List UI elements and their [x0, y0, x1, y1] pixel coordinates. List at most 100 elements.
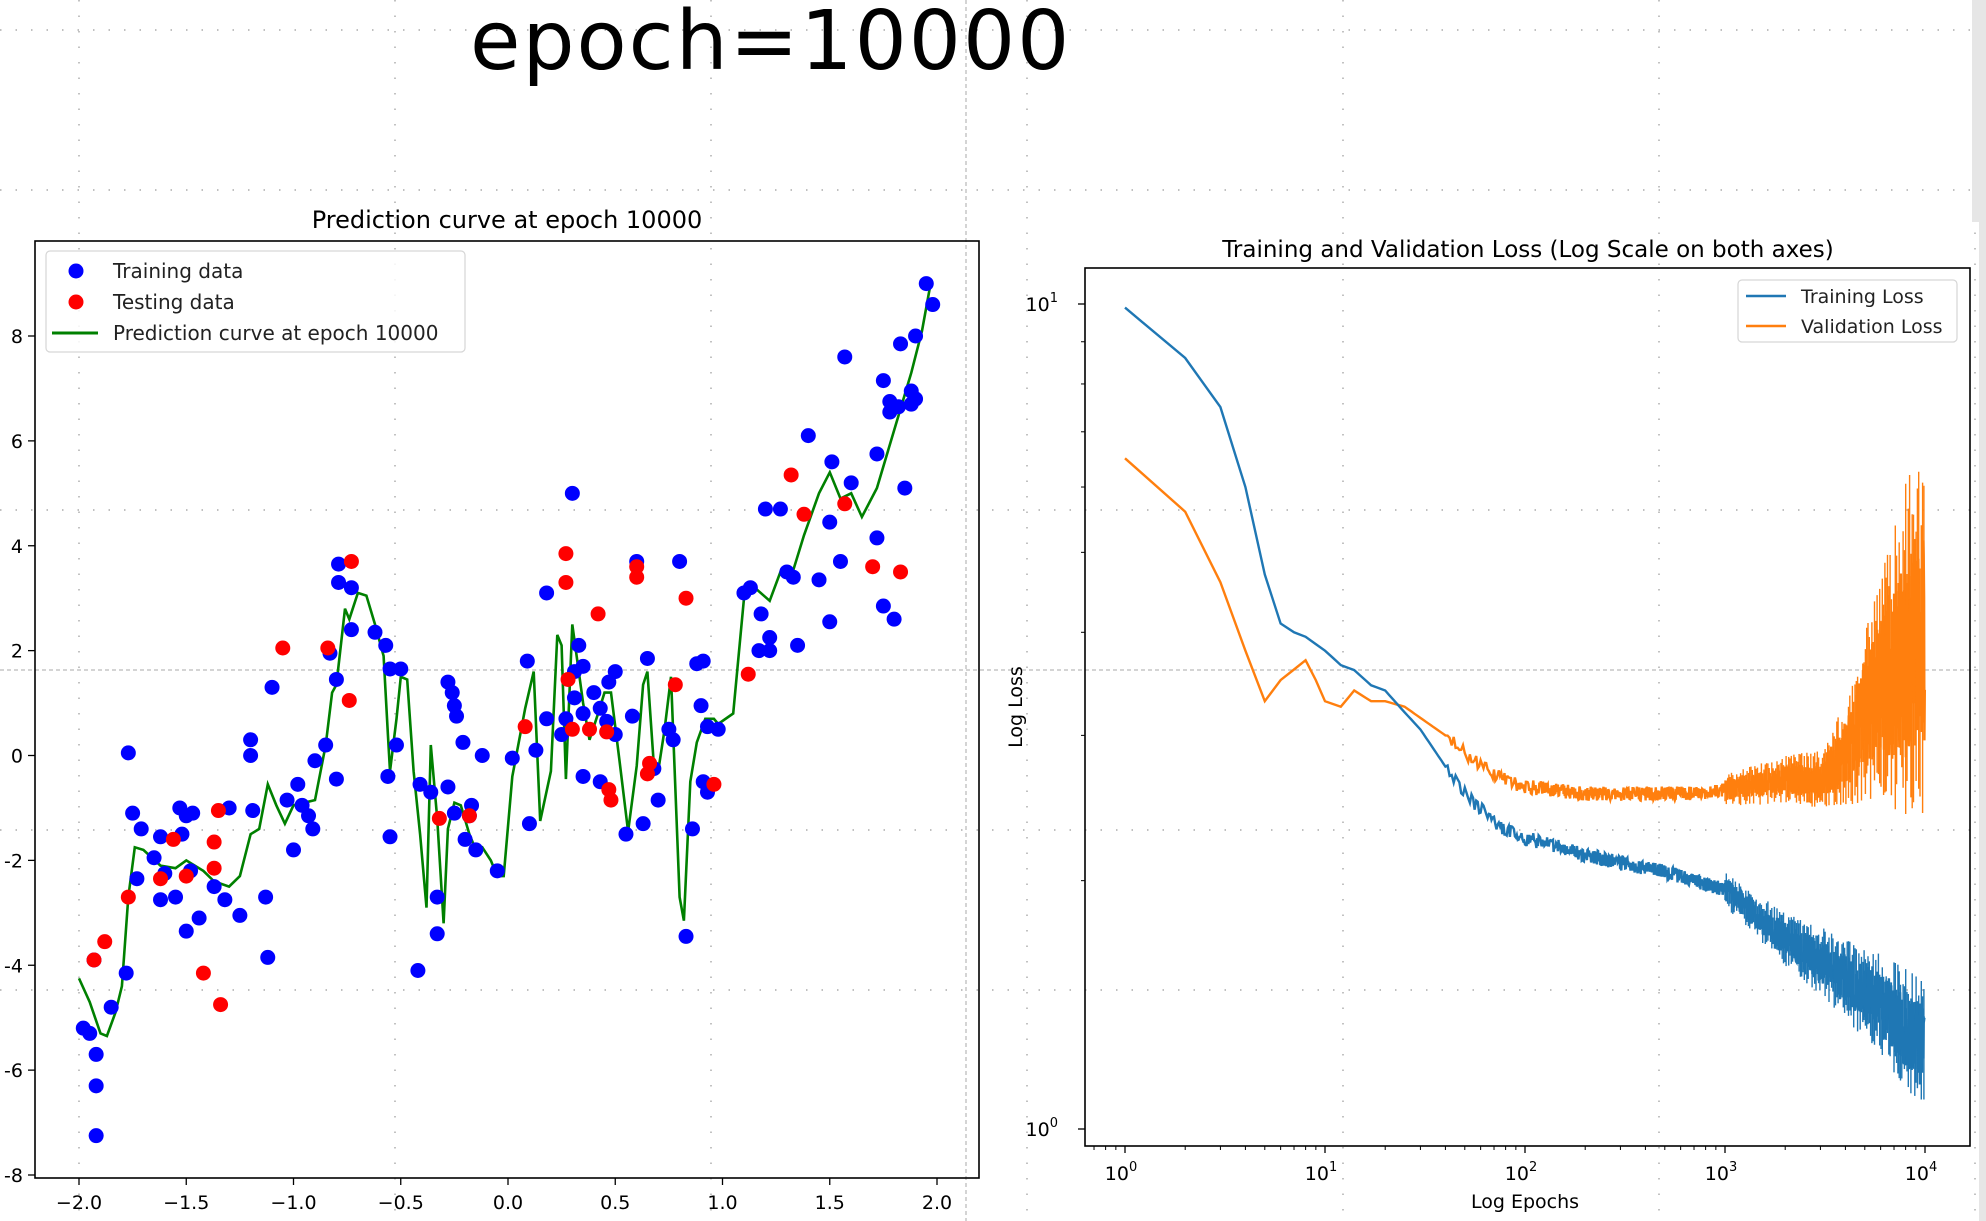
- testing-point: [599, 724, 615, 740]
- training-point: [133, 821, 149, 837]
- training-point: [178, 923, 194, 939]
- training-point: [693, 698, 709, 714]
- prediction-chart-title: Prediction curve at epoch 10000: [312, 206, 703, 234]
- training-point: [307, 753, 323, 769]
- y-tick-label: 6: [11, 431, 23, 453]
- testing-point: [558, 546, 574, 562]
- training-point: [869, 446, 885, 462]
- training-point: [328, 671, 344, 687]
- testing-point: [210, 803, 226, 819]
- training-point: [393, 661, 409, 677]
- training-point: [331, 574, 347, 590]
- training-point: [785, 569, 801, 585]
- prediction-y-ticks: 8 6 4 2 0 -2 -4 -6 -8: [4, 326, 35, 1187]
- training-point: [168, 889, 184, 905]
- scrollbar-track-lower[interactable]: [1979, 222, 1986, 1221]
- testing-point: [206, 834, 222, 850]
- training-point: [678, 928, 694, 944]
- training-point: [843, 475, 859, 491]
- training-point: [429, 926, 445, 942]
- training-point: [586, 685, 602, 701]
- training-point: [367, 624, 383, 640]
- training-point: [539, 711, 555, 727]
- testing-point: [783, 467, 799, 483]
- testing-point: [341, 692, 357, 708]
- legend-testing-label: Testing data: [112, 290, 235, 314]
- training-point: [832, 553, 848, 569]
- training-point: [566, 690, 582, 706]
- testing-point: [667, 677, 683, 693]
- prediction-plot-area: [34, 240, 980, 1179]
- training-point: [474, 748, 490, 763]
- testing-point: [590, 606, 606, 622]
- testing-point: [97, 934, 113, 950]
- training-point: [762, 630, 778, 646]
- training-point: [446, 805, 462, 821]
- training-point: [286, 842, 301, 858]
- training-point: [103, 999, 119, 1015]
- training-point: [343, 580, 359, 596]
- training-point: [665, 732, 681, 748]
- prediction-legend: Training data Testing data Prediction cu…: [45, 250, 466, 353]
- training-point: [388, 737, 404, 753]
- training-point: [903, 396, 919, 412]
- validation-loss-line: [1124, 457, 1927, 805]
- training-point: [822, 614, 838, 630]
- training-point: [519, 653, 535, 669]
- testing-point: [629, 569, 645, 585]
- y-tick-label: -8: [4, 1165, 23, 1187]
- training-point: [772, 501, 788, 517]
- y-tick-label: 0: [11, 746, 23, 768]
- loss-legend: Training Loss Validation Loss: [1737, 279, 1958, 343]
- training-point: [575, 706, 591, 722]
- y-tick-label: 4: [11, 536, 23, 558]
- training-point: [908, 328, 924, 344]
- x-tick-label: −0.5: [378, 1192, 424, 1214]
- training-point: [382, 829, 398, 845]
- training-point: [318, 737, 334, 753]
- scrollbar-track[interactable]: [1972, 0, 1986, 222]
- y-tick-label: -2: [4, 850, 23, 872]
- testing-point: [603, 792, 619, 808]
- training-point: [423, 784, 439, 800]
- training-point: [412, 776, 428, 792]
- testing-point: [865, 559, 881, 575]
- x-tick-label: 102: [1505, 1160, 1537, 1185]
- training-point: [468, 842, 484, 858]
- training-point: [153, 829, 169, 845]
- training-point: [301, 808, 317, 824]
- x-tick-label: −2.0: [56, 1192, 102, 1214]
- epoch-title: epoch=10000: [470, 0, 1072, 89]
- training-point: [599, 713, 615, 729]
- training-point: [822, 514, 838, 530]
- training-point: [564, 485, 580, 501]
- training-point: [243, 732, 259, 748]
- training-point: [380, 768, 396, 784]
- testing-point: [165, 831, 181, 847]
- legend-training-loss-label: Training Loss: [1800, 286, 1924, 308]
- training-point: [88, 1128, 104, 1144]
- training-point: [264, 679, 280, 695]
- training-points: [75, 276, 941, 1144]
- legend-validation-loss-label: Validation Loss: [1801, 316, 1943, 338]
- loss-chart: Training and Validation Loss (Log Scale …: [1005, 237, 1971, 1213]
- training-point: [185, 805, 201, 821]
- training-point: [575, 768, 591, 784]
- training-point: [444, 685, 460, 701]
- training-point: [279, 792, 295, 808]
- training-point: [790, 637, 806, 653]
- testing-point: [86, 952, 102, 968]
- training-point: [751, 643, 767, 659]
- training-point: [258, 889, 274, 905]
- training-point: [893, 336, 909, 352]
- training-point: [886, 611, 902, 627]
- testing-point: [178, 868, 194, 884]
- training-point: [753, 606, 769, 622]
- loss-data-layer: [1124, 306, 1927, 1100]
- training-point: [504, 750, 520, 766]
- training-point: [343, 622, 359, 638]
- loss-x-ticks: 100 101 102 103 104: [1093, 1146, 1937, 1185]
- training-point: [650, 792, 666, 808]
- training-point: [217, 892, 233, 908]
- x-tick-label: 100: [1105, 1160, 1137, 1185]
